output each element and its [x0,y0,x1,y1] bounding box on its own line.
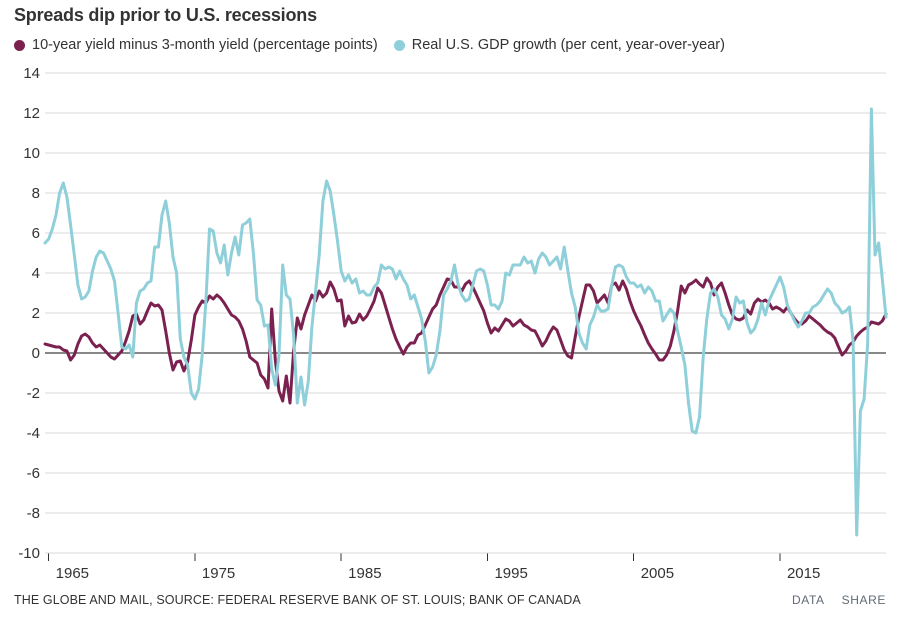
spread-legend-label: 10-year yield minus 3-month yield (perce… [32,37,378,53]
footer: THE GLOBE AND MAIL, SOURCE: FEDERAL RESE… [14,593,886,607]
data-link[interactable]: DATA [792,593,825,607]
gdp-line [43,107,888,537]
x-axis-label: 1975 [202,565,235,582]
y-axis-label: -4 [27,425,40,442]
y-axis-label: 12 [23,105,40,122]
spread-line [43,276,888,405]
footer-actions: DATA SHARE [792,593,886,607]
y-axis-label: -6 [27,465,40,482]
y-axis-label: 4 [32,265,40,282]
x-axis-label: 1985 [348,565,381,582]
y-axis-label: 6 [32,225,40,242]
y-axis-label: 2 [32,305,40,322]
gdp-legend-label: Real U.S. GDP growth (per cent, year-ove… [411,37,725,53]
y-axis-label: -2 [27,385,40,402]
source-credit: THE GLOBE AND MAIL, SOURCE: FEDERAL RESE… [14,593,581,607]
gdp-legend-dot-icon [393,39,405,51]
legend-item-spread: 10-year yield minus 3-month yield (perce… [14,37,378,53]
y-axis-label: 0 [32,345,40,362]
page-title: Spreads dip prior to U.S. recessions [14,5,317,25]
y-axis-label: 14 [23,65,40,82]
x-axis-label: 2015 [787,565,820,582]
legend-item-gdp: Real U.S. GDP growth (per cent, year-ove… [393,37,725,53]
spread-legend-dot-icon [14,39,25,51]
legend: 10-year yield minus 3-month yield (perce… [14,36,725,54]
y-axis-label: 8 [32,185,40,202]
y-axis-label: -8 [27,505,40,522]
y-axis-label: 10 [23,145,40,162]
x-axis-label: 2005 [641,565,674,582]
x-axis-label: 1965 [56,565,89,582]
y-axis-label: -10 [18,545,40,562]
x-axis-label: 1995 [494,565,527,582]
share-link[interactable]: SHARE [841,593,886,607]
